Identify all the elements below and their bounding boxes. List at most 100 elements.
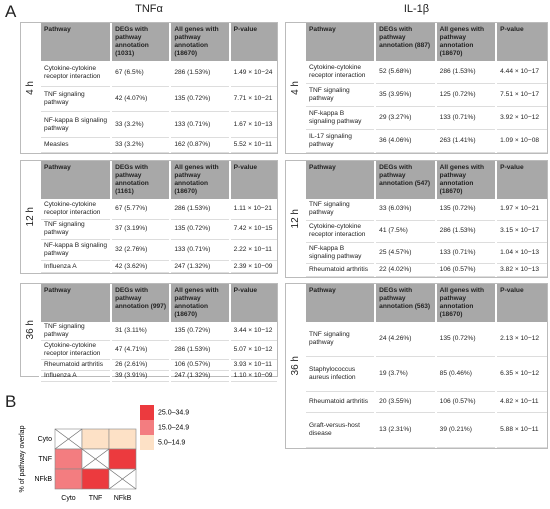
- pathway-table: Pathway DEGs with pathway annotation (563…: [303, 284, 547, 449]
- cross-line: [81, 448, 110, 470]
- header-cell: All genes with pathway annotation (18670…: [169, 161, 230, 199]
- header-row: Pathway DEGs with pathway annotation (103…: [38, 23, 277, 61]
- time-label: 36 h: [24, 320, 36, 340]
- time-label-cell: 4 h: [286, 23, 304, 153]
- table-cell: 7.71 × 10−21: [228, 86, 277, 113]
- heatmap: % of pathway overlap Cyto TNF NFkB Cyto TNF NF…: [19, 405, 189, 502]
- table-cell: NF-kappa B signaling pathway: [303, 242, 376, 265]
- table-cell: 1.09 × 10−08: [495, 129, 547, 154]
- time-label-cell: 12 h: [21, 161, 39, 273]
- table-row: Influenza A 42 (3.62%) 247 (1.32%) 2.39 × 1…: [38, 260, 277, 273]
- heatmap-cell: [81, 468, 110, 490]
- header-cell: All genes with pathway annotation (18670…: [434, 23, 497, 61]
- row-label: TNF: [38, 456, 52, 463]
- table-cell: 133 (0.71%): [169, 111, 230, 139]
- table-cell: 135 (0.72%): [169, 86, 230, 113]
- pathway-table: Pathway DEGs with pathway annotation (547…: [303, 161, 547, 277]
- table-row: Measles 33 (3.2%) 162 (0.87%) 5.52 × 10−11: [38, 137, 277, 153]
- time-label-cell: 36 h: [21, 284, 39, 376]
- table-row: TNF signaling pathway 24 (4.26%) 135 (0.72…: [303, 322, 547, 357]
- table-cell: 125 (0.72%): [434, 83, 497, 107]
- header-cell: Pathway: [303, 284, 376, 322]
- table-cell: 7.51 × 10−17: [495, 83, 547, 107]
- table-cell: 135 (0.72%): [434, 199, 497, 221]
- legend-label: 25.0–34.9: [158, 409, 189, 416]
- table-cell: Measles: [38, 137, 112, 153]
- table-cell: Rheumatoid arthritis: [303, 263, 376, 277]
- y-axis-label: % of pathway overlap: [19, 425, 26, 492]
- table-cell: 37 (3.19%): [110, 219, 171, 241]
- table-cell: TNF signaling pathway: [303, 83, 376, 107]
- column-label: Cyto: [61, 495, 76, 502]
- table-cell: 5.52 × 10−11: [228, 137, 277, 153]
- header-row: Pathway DEGs with pathway annotation (997…: [38, 284, 277, 322]
- table-row: NF-kappa B signaling pathway 25 (4.57%) 13…: [303, 242, 547, 265]
- table-cell: 133 (0.71%): [434, 106, 497, 130]
- table-cell: 67 (6.5%): [110, 61, 171, 87]
- table-row: Influenza A 39 (3.91%) 247 (1.32%) 1.10 × 1…: [38, 370, 277, 382]
- table-cell: 36 (4.06%): [374, 129, 436, 154]
- table-cell: 1.10 × 10−09: [228, 370, 277, 382]
- heatmap-cell: [54, 448, 83, 470]
- row-label: NFkB: [35, 476, 53, 483]
- table-cell: 133 (0.71%): [169, 239, 230, 262]
- table-row: Rheumatoid arthritis 22 (4.02%) 106 (0.57%…: [303, 263, 547, 277]
- heatmap-cell: [108, 428, 137, 450]
- table-row: IL-17 signaling pathway 36 (4.06%) 263 (1.…: [303, 129, 547, 154]
- cross-line: [54, 428, 83, 450]
- time-label: 4 h: [24, 81, 36, 95]
- table-cell: 286 (1.53%): [434, 61, 497, 84]
- column-title: TNFα: [135, 3, 163, 15]
- legend-swatch: [140, 405, 154, 420]
- table-cell: 106 (0.57%): [169, 359, 230, 371]
- row-label: Cyto: [38, 436, 53, 443]
- table-cell: 4.82 × 10−11: [495, 391, 547, 413]
- pathway-table: Pathway DEGs with pathway annotation (116…: [38, 161, 277, 273]
- table-cell: 162 (0.87%): [169, 137, 230, 153]
- table-cell: NF-kappa B signaling pathway: [38, 239, 112, 262]
- table-cell: 1.04 × 10−13: [495, 242, 547, 265]
- table-cell: 33 (6.03%): [374, 199, 436, 221]
- table-cell: 85 (0.46%): [434, 356, 497, 393]
- header-cell: DEGs with pathway annotation (887): [374, 23, 436, 61]
- header-cell: DEGs with pathway annotation (1161): [110, 161, 171, 199]
- table-cell: 106 (0.57%): [434, 263, 497, 277]
- cross-line: [108, 468, 137, 490]
- table-cell: 286 (1.53%): [169, 340, 230, 360]
- table-cell: 35 (3.95%): [374, 83, 436, 107]
- header-cell: P-value: [495, 161, 547, 199]
- table-cell: 25 (4.57%): [374, 242, 436, 265]
- table-cell: Rheumatoid arthritis: [38, 359, 112, 371]
- time-block: 36 h Pathway DEGs with pathway annotation …: [20, 283, 278, 382]
- table-row: TNF signaling pathway 31 (3.11%) 135 (0.72…: [38, 322, 277, 341]
- table-cell: 42 (3.62%): [110, 260, 171, 273]
- table-cell: 135 (0.72%): [169, 322, 230, 341]
- table-cell: TNF signaling pathway: [38, 86, 112, 113]
- header-cell: P-value: [228, 284, 277, 322]
- table-cell: 135 (0.72%): [434, 322, 497, 357]
- table-cell: TNF signaling pathway: [38, 219, 112, 241]
- table-cell: 286 (1.53%): [169, 199, 230, 220]
- table-cell: 19 (3.7%): [374, 356, 436, 393]
- pathway-table: Pathway DEGs with pathway annotation (887…: [303, 23, 547, 154]
- header-cell: P-value: [495, 284, 547, 322]
- table-row: Rheumatoid arthritis 20 (3.55%) 106 (0.57%…: [303, 391, 547, 413]
- table-row: TNF signaling pathway 33 (6.03%) 135 (0.72…: [303, 199, 547, 221]
- table-cell: Staphylococcus aureus infection: [303, 356, 376, 393]
- time-label-cell: 4 h: [21, 23, 39, 153]
- table-cell: 263 (1.41%): [434, 129, 497, 154]
- time-block: 12 h Pathway DEGs with pathway annotation …: [20, 160, 278, 274]
- header-cell: DEGs with pathway annotation (1031): [110, 23, 171, 61]
- heatmap-cell: [108, 448, 137, 470]
- header-cell: DEGs with pathway annotation (997): [110, 284, 171, 322]
- table-cell: 2.39 × 10−09: [228, 260, 277, 273]
- table-cell: 1.67 × 10−13: [228, 111, 277, 139]
- table-cell: TNF signaling pathway: [38, 322, 112, 341]
- table-cell: 47 (4.71%): [110, 340, 171, 360]
- table-cell: 1.11 × 10−21: [228, 199, 277, 220]
- table-cell: 247 (1.32%): [169, 370, 230, 382]
- time-block: 4 h Pathway DEGs with pathway annotation (…: [285, 22, 548, 154]
- table-cell: 33 (3.2%): [110, 111, 171, 139]
- table-cell: Cytokine-cytokine receptor interaction: [38, 61, 112, 87]
- legend-label: 5.0–14.9: [158, 439, 185, 446]
